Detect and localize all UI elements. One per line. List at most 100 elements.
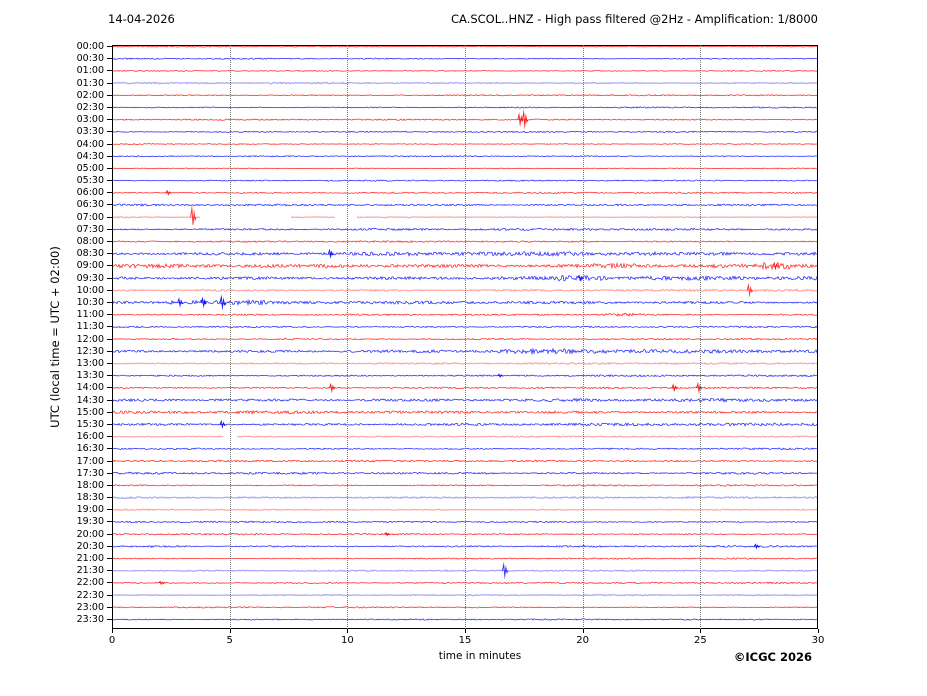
y-tick-label: 08:30: [76, 248, 104, 260]
x-tick-mark: [465, 629, 466, 633]
y-tick-label: 09:30: [76, 272, 104, 284]
y-tick-mark: [107, 509, 112, 511]
y-tick-label: 20:30: [76, 540, 104, 552]
y-tick-mark: [107, 582, 112, 584]
y-tick-mark: [107, 399, 112, 401]
plot-date: 14-04-2026: [108, 12, 175, 26]
y-tick-label: 11:30: [76, 321, 104, 333]
y-tick-label: 03:00: [76, 114, 104, 126]
y-tick-label: 23:00: [76, 601, 104, 613]
y-tick-mark: [107, 411, 112, 413]
plot-title: CA.SCOL..HNZ - High pass filtered @2Hz -…: [451, 12, 818, 26]
y-tick-mark: [107, 82, 112, 84]
y-tick-mark: [107, 545, 112, 547]
y-tick-label: 20:00: [76, 528, 104, 540]
y-tick-label: 19:30: [76, 516, 104, 528]
vertical-gridline: [229, 45, 231, 629]
y-tick-label: 01:30: [76, 77, 104, 89]
x-tick-mark: [112, 629, 113, 633]
y-tick-label: 09:00: [76, 260, 104, 272]
y-axis-label: UTC (local time = UTC + 02:00): [48, 246, 62, 428]
y-tick-label: 07:30: [76, 223, 104, 235]
y-tick-mark: [107, 143, 112, 145]
x-tick-mark: [229, 629, 231, 633]
y-tick-label: 07:00: [76, 211, 104, 223]
x-tick-label: 10: [340, 635, 354, 646]
x-tick-mark: [582, 629, 584, 633]
y-tick-label: 06:30: [76, 199, 104, 211]
y-tick-label: 14:00: [76, 382, 104, 394]
y-tick-label: 04:00: [76, 138, 104, 150]
y-tick-mark: [107, 241, 112, 243]
y-tick-mark: [107, 460, 112, 462]
y-tick-mark: [107, 180, 112, 182]
y-tick-mark: [107, 58, 112, 60]
y-tick-label: 12:30: [76, 345, 104, 357]
y-tick-label: 15:30: [76, 418, 104, 430]
y-tick-mark: [107, 387, 112, 389]
x-tick-mark: [700, 629, 702, 633]
y-tick-mark: [107, 570, 112, 572]
y-tick-label: 15:00: [76, 406, 104, 418]
y-tick-mark: [107, 106, 112, 108]
y-tick-label: 05:30: [76, 175, 104, 187]
x-tick-label: 5: [226, 635, 233, 646]
y-tick-mark: [107, 131, 112, 133]
y-tick-mark: [107, 362, 112, 364]
y-tick-label: 17:30: [76, 467, 104, 479]
y-tick-label: 02:00: [76, 89, 104, 101]
y-tick-label: 12:00: [76, 333, 104, 345]
y-tick-mark: [107, 70, 112, 72]
vertical-gridline: [582, 45, 584, 629]
y-tick-mark: [107, 558, 112, 560]
x-tick-label: 20: [576, 635, 590, 646]
y-tick-label: 19:00: [76, 504, 104, 516]
y-tick-label: 21:30: [76, 565, 104, 577]
y-tick-mark: [107, 533, 112, 535]
y-tick-mark: [107, 436, 112, 438]
y-tick-mark: [107, 326, 112, 328]
y-tick-mark: [107, 375, 112, 377]
y-tick-label: 06:00: [76, 187, 104, 199]
y-tick-mark: [107, 472, 112, 474]
y-tick-label: 16:00: [76, 431, 104, 443]
y-tick-mark: [107, 94, 112, 96]
y-tick-label: 13:00: [76, 357, 104, 369]
x-tick-label: 0: [108, 635, 116, 646]
y-tick-label: 22:30: [76, 589, 104, 601]
y-tick-label: 04:30: [76, 150, 104, 162]
y-tick-mark: [107, 289, 112, 291]
y-tick-label: 22:00: [76, 577, 104, 589]
y-tick-label: 18:30: [76, 492, 104, 504]
y-tick-label: 05:00: [76, 162, 104, 174]
y-tick-mark: [107, 228, 112, 230]
copyright-label: ©ICGC 2026: [733, 650, 812, 664]
y-tick-label: 10:00: [76, 284, 104, 296]
y-tick-mark: [107, 521, 112, 523]
y-tick-label: 21:00: [76, 553, 104, 565]
y-tick-label: 00:00: [76, 41, 104, 52]
y-tick-mark: [107, 448, 112, 450]
y-tick-mark: [107, 204, 112, 206]
x-tick-mark: [347, 629, 349, 633]
y-tick-mark: [107, 350, 112, 352]
y-tick-label: 03:30: [76, 126, 104, 138]
y-tick-label: 13:30: [76, 370, 104, 382]
vertical-gridline: [347, 45, 349, 629]
x-axis-label: time in minutes: [438, 650, 522, 662]
y-tick-mark: [107, 338, 112, 340]
x-tick-label: 25: [693, 635, 707, 646]
y-tick-mark: [107, 155, 112, 157]
y-tick-mark: [107, 314, 112, 316]
x-tick-label: 15: [458, 635, 472, 646]
y-tick-mark: [107, 497, 112, 499]
y-tick-label: 23:30: [76, 614, 104, 625]
y-tick-label: 08:00: [76, 236, 104, 248]
y-tick-mark: [107, 302, 112, 304]
y-tick-label: 17:00: [76, 455, 104, 467]
y-tick-mark: [107, 46, 112, 47]
y-tick-mark: [107, 277, 112, 279]
vertical-gridline: [465, 45, 466, 629]
x-tick-label: 30: [811, 635, 825, 646]
